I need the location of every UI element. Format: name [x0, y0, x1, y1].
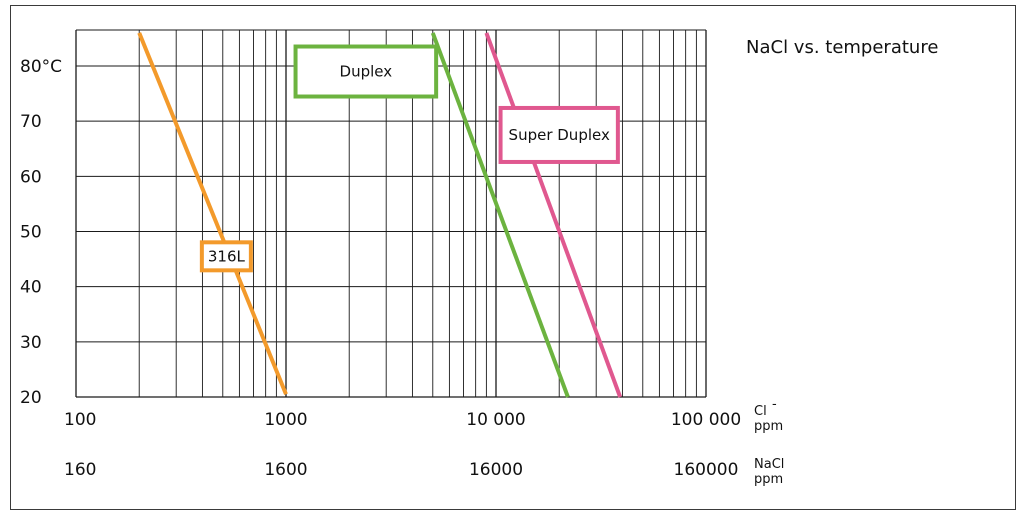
- x-tick-label-cl: 10 000: [466, 410, 525, 430]
- series-line-duplex: [430, 32, 570, 398]
- x-axis-label-cl: Cl - ppm: [754, 397, 783, 434]
- chart-title: NaCl vs. temperature: [746, 37, 938, 58]
- x-tick-label-cl: 1000: [264, 410, 307, 430]
- series-label-box: [199, 240, 253, 273]
- x-axis-label-cl-main: Cl: [754, 404, 767, 419]
- x-tick-label-nacl: 1600: [264, 460, 307, 480]
- y-tick-label: 80°C: [20, 57, 62, 77]
- series-lines: [137, 32, 623, 398]
- x-tick-labels-cl: 100 1000 10 000 100 000: [64, 410, 741, 430]
- x-tick-label-cl: 100: [64, 410, 96, 430]
- series-label-text: 316L: [208, 247, 246, 265]
- series-labels: 316L Duplex Super Duplex: [199, 44, 620, 273]
- series-line-316l: [137, 32, 288, 395]
- x-axis-label-nacl: NaCl ppm: [754, 457, 784, 487]
- series-label-text: Super Duplex: [509, 126, 610, 144]
- y-tick-label: 40: [20, 278, 42, 298]
- y-tick-label: 50: [20, 223, 42, 243]
- x-axis-label-nacl-unit: ppm: [754, 472, 783, 487]
- series-label-box: [498, 105, 620, 164]
- x-tick-label-nacl: 160: [64, 460, 96, 480]
- y-tick-labels: 80°C 70 60 50 40 30 20: [20, 57, 62, 408]
- y-tick-label: 60: [20, 167, 42, 187]
- x-tick-label-nacl: 160000: [674, 460, 739, 480]
- x-axis-label-cl-sup: -: [772, 397, 777, 412]
- series-label-316l: 316L: [199, 240, 253, 273]
- series-label-super-duplex: Super Duplex: [498, 105, 620, 164]
- y-tick-label: 70: [20, 112, 42, 132]
- y-tick-label: 30: [20, 333, 42, 353]
- series-line-super-duplex: [484, 32, 623, 398]
- x-tick-label-nacl: 16000: [469, 460, 523, 480]
- series-label-box: [293, 44, 439, 99]
- series-label-duplex: Duplex: [293, 44, 439, 99]
- y-tick-label: 20: [20, 388, 42, 408]
- x-axis-label-nacl-main: NaCl: [754, 457, 784, 472]
- x-tick-label-cl: 100 000: [671, 410, 741, 430]
- x-tick-labels-nacl: 160 1600 16000 160000: [64, 460, 738, 480]
- series-label-text: Duplex: [340, 63, 393, 81]
- x-axis-label-cl-unit: ppm: [754, 419, 783, 434]
- chart-frame: [10, 5, 1016, 510]
